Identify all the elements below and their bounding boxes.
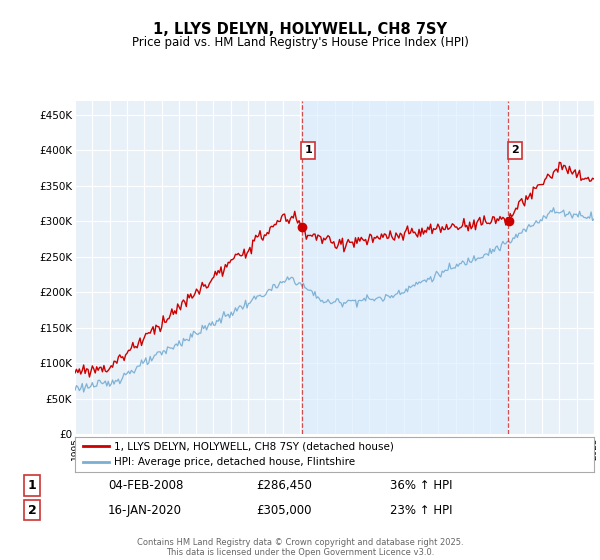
Text: HPI: Average price, detached house, Flintshire: HPI: Average price, detached house, Flin…: [114, 457, 355, 467]
Text: 1, LLYS DELYN, HOLYWELL, CH8 7SY: 1, LLYS DELYN, HOLYWELL, CH8 7SY: [153, 22, 447, 38]
Text: 1, LLYS DELYN, HOLYWELL, CH8 7SY (detached house): 1, LLYS DELYN, HOLYWELL, CH8 7SY (detach…: [114, 441, 394, 451]
Text: 04-FEB-2008: 04-FEB-2008: [108, 479, 184, 492]
Bar: [302, 101, 508, 434]
Text: 2: 2: [511, 146, 519, 156]
Text: 2: 2: [28, 503, 37, 516]
Text: 36% ↑ HPI: 36% ↑ HPI: [391, 479, 453, 492]
Text: £305,000: £305,000: [256, 503, 312, 516]
Text: 16-JAN-2020: 16-JAN-2020: [108, 503, 182, 516]
Text: 23% ↑ HPI: 23% ↑ HPI: [391, 503, 453, 516]
Text: Price paid vs. HM Land Registry's House Price Index (HPI): Price paid vs. HM Land Registry's House …: [131, 36, 469, 49]
Text: 1: 1: [28, 479, 37, 492]
Text: 1: 1: [304, 146, 312, 156]
Text: £286,450: £286,450: [256, 479, 313, 492]
Text: Contains HM Land Registry data © Crown copyright and database right 2025.
This d: Contains HM Land Registry data © Crown c…: [137, 538, 463, 557]
